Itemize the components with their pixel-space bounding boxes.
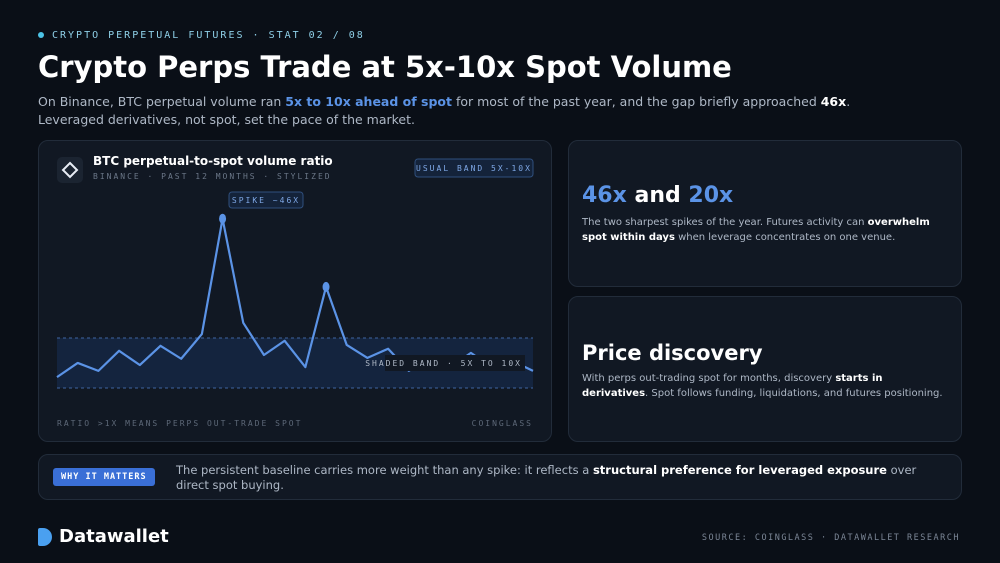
footnote: RATIO >1X MEANS PERPS OUT-TRADE SPOT — [57, 419, 302, 428]
chart-source: COINGLASS — [472, 419, 533, 428]
emphasis: and — [626, 183, 689, 208]
emphasis: 46x — [820, 94, 847, 109]
card-title: 46x and 20x — [582, 183, 733, 208]
brand: Datawallet — [59, 526, 169, 547]
spike-marker — [322, 281, 330, 292]
annotation: SPIKE ~46X — [232, 196, 300, 205]
emphasis: structural preference for leveraged expo… — [592, 463, 887, 477]
badge: USUAL BAND 5X-10X — [416, 164, 532, 173]
band-label: SHADED BAND · 5X TO 10X — [365, 359, 522, 368]
emphasis: 5x to 10x ahead of spot — [285, 94, 452, 109]
card-body: With perps out-trading spot for months, … — [582, 371, 952, 401]
emphasis: starts in derivatives — [582, 373, 883, 399]
text: . Spot follows funding, liquidations, an… — [645, 388, 943, 399]
text: 20x — [688, 183, 734, 208]
chart-subtitle: BINANCE · PAST 12 MONTHS · STYLIZED — [93, 172, 332, 181]
text: 46x — [582, 183, 627, 208]
text: for most of the past year, and the gap b… — [452, 94, 821, 109]
footer-source: SOURCE: COINGLASS · DATAWALLET RESEARCH — [701, 533, 960, 543]
text: . Leveraged derivatives, not spot, set t… — [38, 94, 851, 127]
emphasis: overwhelm spot within days — [582, 217, 930, 243]
callout-tag: WHY IT MATTERS — [53, 468, 155, 486]
callout: WHY IT MATTERS The persistent baseline c… — [38, 454, 962, 500]
eyebrow: CRYPTO PERPETUAL FUTURES · STAT 02 / 08 — [38, 30, 365, 41]
eyebrow-text: CRYPTO PERPETUAL FUTURES — [52, 30, 245, 41]
chart-panel: BTC perpetual-to-spot volume ratio BINAN… — [38, 140, 552, 442]
card: Price discovery With perps out-trading s… — [568, 296, 962, 442]
card-title: Price discovery — [582, 341, 763, 365]
card: 46x and 20x The two sharpest spikes of t… — [568, 140, 962, 287]
band-label-box — [385, 355, 525, 371]
chart: BTC perpetual-to-spot volume ratio BINAN… — [56, 154, 534, 428]
card-body: The two sharpest spikes of the year. Fut… — [582, 215, 952, 245]
logo-box — [57, 157, 83, 183]
text: On Binance, BTC perpetual volume ran — [38, 94, 286, 109]
text: Price discovery — [582, 341, 763, 365]
badge-box — [414, 158, 534, 178]
chart-title: BTC perpetual-to-spot volume ratio — [93, 154, 333, 168]
title: Crypto Perps Trade at 5x-10x Spot Volume — [38, 50, 732, 84]
text: when leverage concentrates on one venue. — [674, 232, 896, 243]
spike-marker — [219, 213, 227, 224]
callout-body: The persistent baseline carries more wei… — [176, 463, 936, 493]
brand-logo — [38, 528, 52, 546]
stat: STAT 02 / 08 — [268, 30, 365, 41]
text: The persistent baseline carries more wei… — [176, 463, 593, 477]
text: The two sharpest spikes of the year. Fut… — [582, 217, 868, 228]
annotation-box — [228, 191, 304, 209]
logo — [61, 161, 79, 179]
text: With perps out-trading spot for months, … — [582, 373, 836, 384]
lede: On Binance, BTC perpetual volume ran 5x … — [38, 93, 918, 129]
text: over direct spot buying. — [176, 463, 917, 492]
